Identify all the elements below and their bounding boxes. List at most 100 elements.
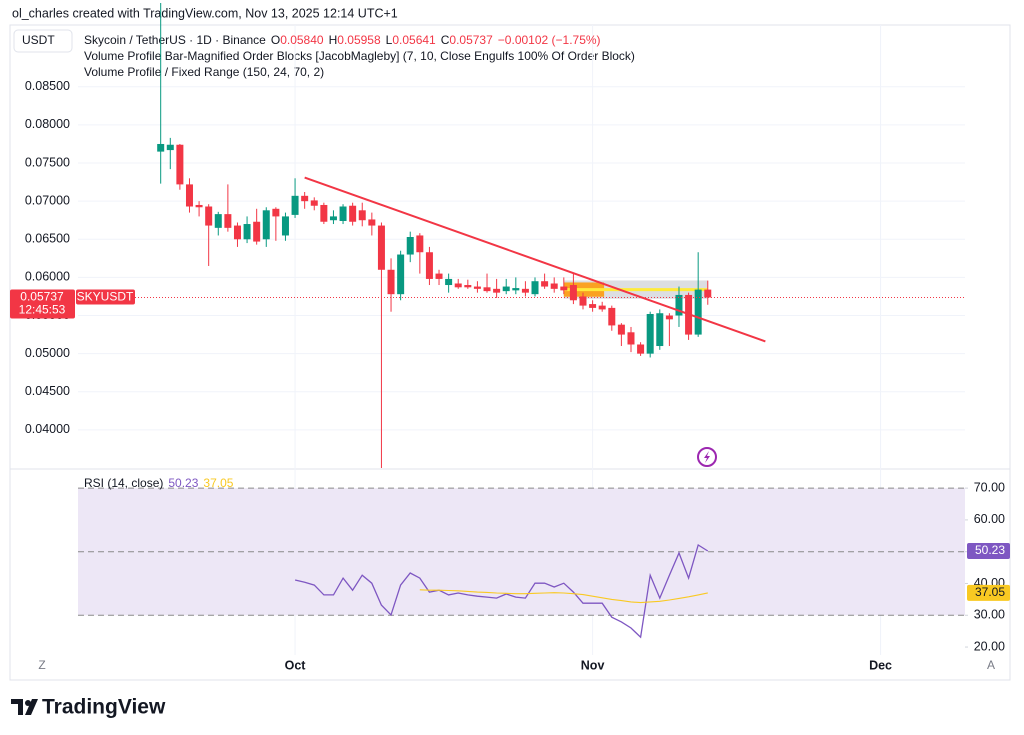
candle-body (502, 286, 510, 292)
y-tick-label: 70.00 (974, 480, 1005, 494)
legend-value: 37.05 (203, 476, 233, 490)
candle-body (387, 269, 395, 295)
candle-body (637, 344, 645, 354)
legend-value: 50.23 (168, 476, 198, 490)
candle-body (214, 214, 222, 228)
candle-body (454, 283, 462, 288)
y-tick-label: 0.04000 (25, 422, 70, 436)
candle-body (349, 205, 357, 222)
ohlc-key: O (271, 33, 280, 47)
candle-body (233, 225, 241, 240)
legend: RSI (14, close) 50.23 37.05 (84, 476, 234, 490)
candle-body (617, 324, 625, 335)
ohlc-key: C (441, 33, 450, 47)
candle-body (281, 216, 289, 236)
price-tag-value: 0.05737 (20, 290, 64, 304)
trendline (304, 176, 766, 343)
value-tag-text: 50.23 (975, 543, 1005, 557)
logo: TradingView (11, 696, 166, 719)
candle-body (521, 288, 529, 293)
price-tag (10, 289, 75, 319)
toolbar-button[interactable]: A (987, 658, 995, 672)
y-tick-label: 0.06000 (25, 270, 70, 284)
symbol-title: Skycoin / TetherUS · 1D · Binance (84, 33, 266, 47)
candle-body (291, 195, 299, 215)
candle-body (406, 236, 414, 255)
candle-body (176, 144, 184, 185)
x-tick-label: Dec (869, 658, 892, 672)
candle-body (550, 283, 558, 289)
ohlc-key: H (329, 33, 338, 47)
candle-body (435, 273, 443, 279)
candle-body (531, 281, 539, 295)
candle-body (377, 225, 385, 270)
candle-body (473, 286, 481, 289)
toolbar-button[interactable]: Z (38, 658, 45, 672)
candle-body (425, 252, 433, 279)
candle-body (262, 210, 270, 240)
change: −0.00102 (−1.75%) (498, 33, 601, 47)
candle-body (598, 305, 606, 310)
candle-body (646, 313, 654, 354)
candle-body (358, 210, 366, 221)
value-tag (967, 584, 1010, 601)
logo-text: TradingView (42, 696, 166, 719)
ohlc-value: 0.05641 (392, 33, 436, 47)
y-tick-label: 0.06500 (25, 232, 70, 246)
ohlc-value: 0.05840 (280, 33, 324, 47)
y-tick-label: 0.05000 (25, 346, 70, 360)
candle-body (560, 286, 568, 291)
y-tick-label: 0.08500 (25, 79, 70, 93)
y-tick-label: 0.04500 (25, 384, 70, 398)
symbol-tag (76, 289, 135, 305)
candle-body (301, 195, 309, 202)
candle-body (320, 204, 328, 222)
candle-body (195, 204, 203, 208)
candle-body (656, 313, 664, 347)
indicator-label: Volume Profile / Fixed Range (150, 24, 7… (84, 65, 324, 79)
y-tick-label: 60.00 (974, 512, 1005, 526)
candle-body (694, 289, 702, 335)
y-tick-label: 30.00 (974, 608, 1005, 622)
candle-body (416, 235, 424, 253)
candle-body (541, 281, 549, 287)
candle-body (224, 214, 232, 228)
ohlc-value: 0.05737 (449, 33, 493, 47)
frame (9, 24, 1011, 681)
candle-body (272, 208, 280, 217)
currency-box (13, 29, 73, 53)
alert-icon[interactable] (697, 447, 717, 467)
candle-body (310, 200, 318, 206)
ohlc-key: L (386, 33, 393, 47)
candle-body (329, 216, 337, 221)
candle-body (512, 288, 520, 291)
candle-body (483, 287, 491, 292)
candle-body (608, 307, 616, 326)
alert-icon[interactable] (704, 451, 710, 463)
y-tick-label: 0.07500 (25, 155, 70, 169)
candle-body (243, 224, 251, 240)
candle-body (205, 206, 213, 226)
candle-body (157, 143, 165, 152)
candle-body (397, 254, 405, 295)
candle-body (185, 184, 193, 207)
logo-mark (25, 700, 31, 706)
attribution: ol_charles created with TradingView.com,… (12, 6, 398, 20)
candle-body (253, 221, 261, 242)
candle-body (579, 296, 587, 306)
candle-body (627, 332, 635, 345)
value-tag (967, 542, 1010, 559)
ohlc-value: 0.05958 (337, 33, 381, 47)
candle-body (166, 144, 174, 151)
indicator-title: RSI (14, close) (84, 476, 163, 490)
indicator-label: Volume Profile Bar-Magnified Order Block… (84, 49, 635, 63)
candle-body (675, 294, 683, 316)
candle-body (464, 285, 472, 288)
y-tick-label: 0.07000 (25, 193, 70, 207)
candle-body (589, 304, 597, 308)
symbol-tag-text: SKYUSDT (77, 290, 134, 304)
candle-body (665, 315, 673, 320)
candle-body (493, 288, 501, 293)
rsi-line (419, 589, 708, 604)
